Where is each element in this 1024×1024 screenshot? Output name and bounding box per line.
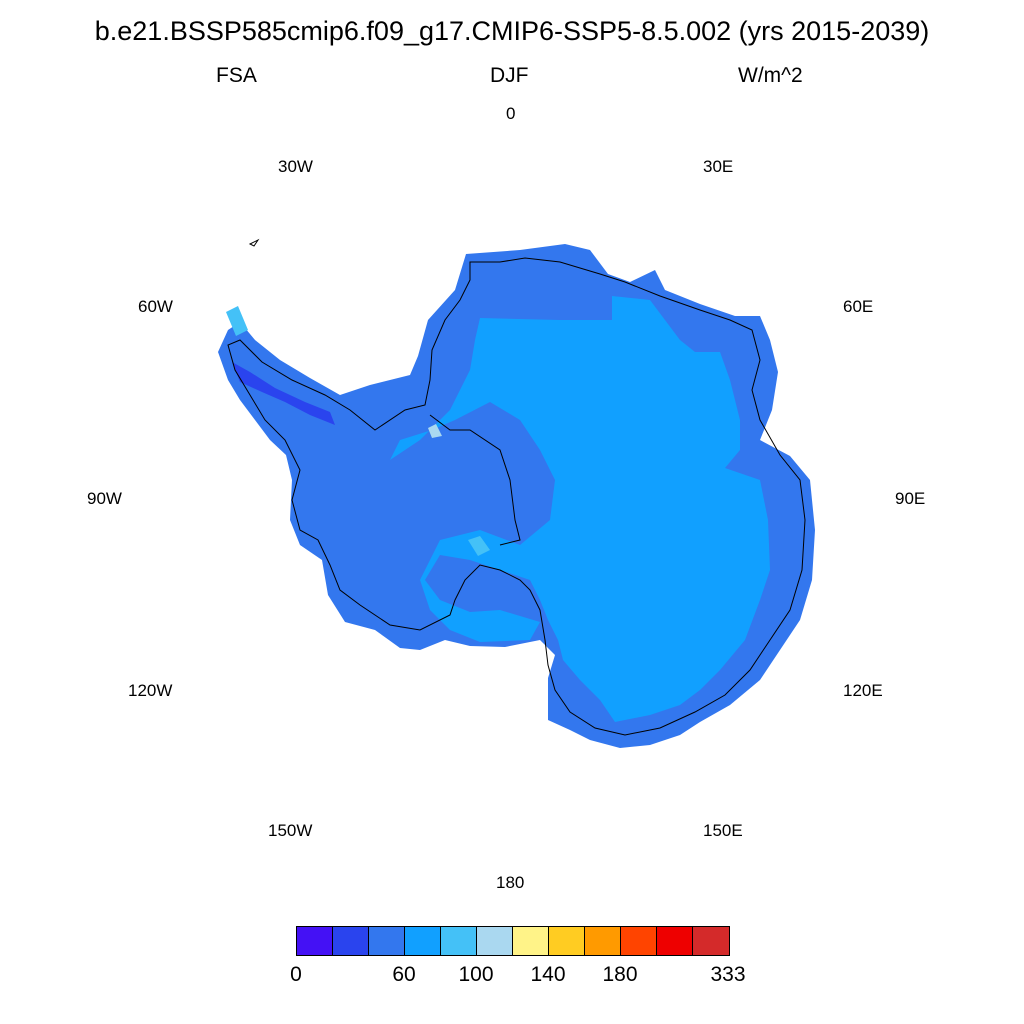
colorbar-swatch [513, 927, 549, 955]
lon-label-0: 0 [506, 104, 516, 123]
colorbar-swatch [693, 927, 729, 955]
ice-shelf-boundary [429, 414, 521, 546]
colorbar-swatch [333, 927, 369, 955]
lon-label-30w: 30W [278, 157, 313, 176]
coastline [227, 257, 806, 736]
colorbar-label: 140 [530, 963, 566, 986]
colorbar-label: 333 [710, 963, 746, 986]
colorbar-swatch [585, 927, 621, 955]
colorbar-swatch [621, 927, 657, 955]
colorbar-swatch [405, 927, 441, 955]
colorbar-label: 60 [392, 963, 416, 986]
light-patch-ross [468, 536, 490, 556]
colorbar-swatch [297, 927, 333, 955]
lon-label-60e: 60E [843, 297, 874, 316]
lon-label-90w: 90W [87, 489, 122, 508]
light-patch-peninsula [226, 306, 248, 336]
season-label: DJF [490, 64, 529, 87]
lon-label-150e: 150E [703, 821, 743, 840]
colorbar-swatch [477, 927, 513, 955]
lon-label-120e: 120E [843, 681, 883, 700]
peninsula-low-region [232, 362, 335, 425]
units-label: W/m^2 [738, 64, 803, 87]
figure-title: b.e21.BSSP585cmip6.f09_g17.CMIP6-SSP5-8.… [94, 16, 930, 46]
colorbar-label: 0 [290, 963, 302, 986]
colorbar-swatch [657, 927, 693, 955]
colorbar-label: 100 [458, 963, 494, 986]
lon-label-60w: 60W [138, 297, 173, 316]
lon-label-90e: 90E [895, 489, 926, 508]
lon-label-120w: 120W [128, 681, 173, 700]
lon-label-150w: 150W [268, 821, 313, 840]
colorbar-swatch [441, 927, 477, 955]
land-interior-region [390, 296, 770, 722]
lon-label-30e: 30E [703, 157, 734, 176]
colorbar-label: 180 [602, 963, 638, 986]
variable-label: FSA [216, 64, 257, 87]
light-patch-ronne [428, 424, 442, 438]
lon-label-180: 180 [496, 873, 525, 892]
colorbar-swatch [369, 927, 405, 955]
colorbar [296, 926, 730, 956]
island-outline [248, 238, 260, 247]
colorbar-swatch [549, 927, 585, 955]
